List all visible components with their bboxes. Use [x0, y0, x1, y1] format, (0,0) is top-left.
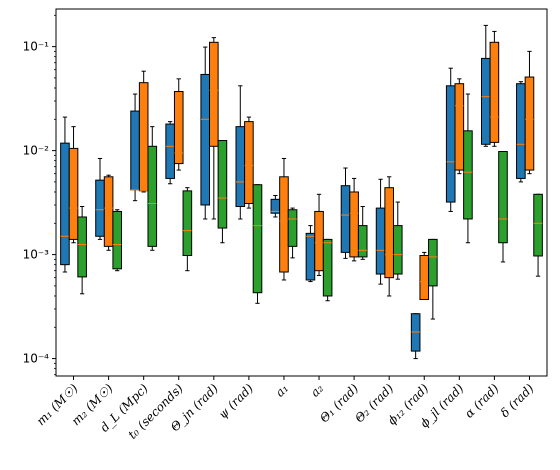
- box-1-14: [516, 81, 526, 183]
- box-body: [200, 73, 211, 206]
- box-2-3: [138, 70, 149, 193]
- boxes-layer: [60, 24, 543, 360]
- box-2-5: [209, 37, 219, 220]
- box-1-13: [480, 24, 491, 147]
- box-2-8: [314, 193, 324, 276]
- x-tick-label: δ (rad): [498, 381, 537, 420]
- box-body: [314, 210, 324, 272]
- x-tick-label: a₁: [273, 381, 291, 399]
- box-2-7: [279, 157, 289, 281]
- box-1-1: [60, 116, 70, 273]
- box-1-11: [410, 313, 421, 360]
- y-tick-label: 10⁻⁴: [23, 352, 50, 366]
- box-body: [340, 185, 351, 253]
- box-3-10: [392, 201, 403, 280]
- x-tick-label: ψ (rad): [216, 381, 257, 422]
- box-body: [138, 82, 149, 192]
- box-body: [217, 140, 228, 229]
- box-2-6: [244, 116, 254, 209]
- box-body: [147, 145, 158, 247]
- box-3-4: [182, 187, 193, 272]
- box-body: [463, 130, 473, 220]
- box-body: [516, 83, 526, 179]
- box-3-13: [498, 151, 508, 263]
- box-2-12: [454, 78, 465, 175]
- box-3-6: [252, 184, 263, 304]
- box-body: [419, 255, 430, 300]
- box-body: [384, 187, 394, 279]
- x-tick-label: a₂: [308, 381, 326, 399]
- box-2-13: [489, 30, 500, 147]
- box-body: [130, 110, 140, 191]
- box-2-14: [524, 50, 535, 175]
- box-body: [68, 147, 79, 240]
- box-2-10: [384, 176, 394, 297]
- box-body: [445, 85, 456, 203]
- box-body: [322, 238, 333, 297]
- box-body: [375, 207, 386, 275]
- box-body: [252, 184, 263, 294]
- box-1-3: [130, 93, 140, 202]
- box-1-2: [95, 157, 105, 240]
- box-2-11: [419, 251, 430, 300]
- box-body: [454, 83, 465, 171]
- plot-frame: [55, 8, 548, 377]
- box-body: [357, 225, 368, 258]
- box-body: [392, 225, 403, 275]
- box-1-6: [235, 85, 246, 220]
- y-tick-label: 10⁻¹: [23, 40, 50, 54]
- box-1-8: [305, 225, 316, 283]
- box-1-4: [165, 121, 175, 185]
- box-body: [182, 190, 193, 257]
- box-body: [533, 193, 543, 257]
- x-tick-label: α (rad): [462, 381, 502, 421]
- box-3-1: [77, 206, 87, 295]
- box-body: [279, 176, 289, 273]
- box-2-2: [103, 174, 114, 251]
- box-body: [60, 142, 70, 266]
- box-body: [103, 176, 114, 247]
- box-2-1: [68, 126, 79, 244]
- box-body: [498, 151, 508, 244]
- box-1-7: [270, 195, 281, 218]
- box-body: [428, 238, 438, 287]
- box-body: [112, 210, 123, 270]
- x-axis: m₁ (M☉)m₂ (M☉)d_L (Mpc)t₀ (seconds)Θ_jn …: [34, 376, 537, 442]
- box-3-3: [147, 126, 158, 251]
- box-body: [244, 121, 254, 204]
- box-1-12: [445, 67, 456, 212]
- box-body: [77, 216, 87, 278]
- box-body: [305, 232, 316, 281]
- box-body: [480, 57, 491, 145]
- box-body: [287, 209, 298, 247]
- box-body: [349, 191, 359, 258]
- box-1-10: [375, 178, 386, 285]
- box-2-4: [173, 78, 184, 171]
- box-3-8: [322, 238, 333, 302]
- box-3-9: [357, 206, 368, 260]
- box-3-7: [287, 207, 298, 259]
- box-1-5: [200, 46, 211, 220]
- box-3-11: [428, 238, 438, 320]
- box-3-2: [112, 209, 123, 272]
- y-axis: 10⁻⁴ 10⁻³ 10⁻² 10⁻¹: [23, 14, 56, 376]
- box-1-9: [340, 167, 351, 259]
- y-tick-label: 10⁻²: [23, 144, 50, 158]
- box-body: [173, 91, 184, 165]
- box-3-12: [463, 93, 473, 244]
- box-body: [524, 76, 535, 171]
- box-body: [165, 123, 175, 179]
- box-body: [95, 179, 105, 237]
- box-body: [209, 41, 219, 147]
- box-body: [235, 126, 246, 208]
- box-3-14: [533, 193, 543, 277]
- box-2-9: [349, 177, 359, 262]
- y-tick-label: 10⁻³: [23, 248, 50, 262]
- box-3-5: [217, 140, 228, 244]
- box-body: [489, 41, 500, 143]
